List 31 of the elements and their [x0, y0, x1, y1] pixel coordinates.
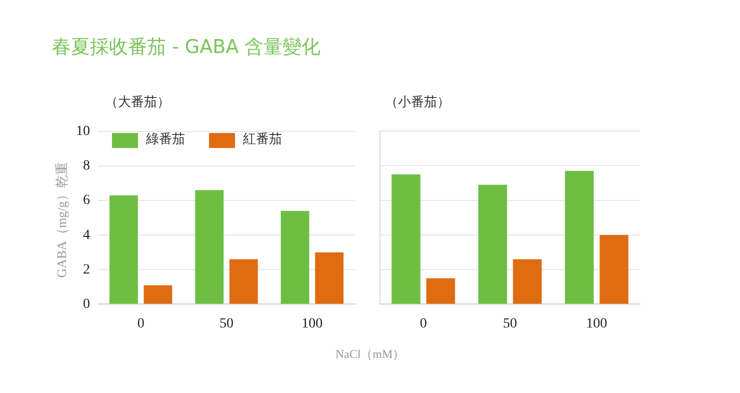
bar [478, 184, 508, 304]
chart-subtitle: （大番茄） [105, 93, 170, 111]
y-tick-label: 2 [83, 262, 90, 278]
y-axis-title: GABA（mg/g）乾重 [53, 162, 70, 278]
y-tick-label: 6 [83, 193, 90, 208]
bar [392, 174, 420, 304]
x-tick-label: 50 [503, 316, 517, 332]
bar [229, 259, 258, 304]
x-tick-label: 0 [420, 316, 427, 332]
chart-subtitle: （小番茄） [385, 93, 450, 111]
x-tick-label: 100 [302, 316, 323, 332]
chart-title: 春夏採收番茄 - GABA 含量變化 [52, 35, 321, 60]
bar [512, 259, 542, 304]
legend-label: 綠番茄 [145, 130, 185, 148]
x-tick-label: 50 [220, 316, 234, 332]
y-tick-label: 10 [76, 124, 90, 140]
x-tick-label: 0 [137, 316, 144, 332]
bar [426, 278, 456, 304]
bar [600, 234, 628, 304]
bar [109, 195, 138, 304]
bar [280, 210, 310, 304]
bar [564, 170, 594, 304]
legend-label: 紅番茄 [242, 130, 282, 148]
bar [195, 190, 224, 304]
x-tick-label: 100 [586, 316, 608, 332]
bar [144, 285, 172, 304]
y-tick-label: 8 [83, 158, 90, 174]
x-axis-title: NaCl（mM） [335, 346, 405, 363]
y-tick-label: 4 [83, 228, 90, 243]
bar [315, 252, 344, 304]
y-tick-label: 0 [83, 296, 90, 312]
